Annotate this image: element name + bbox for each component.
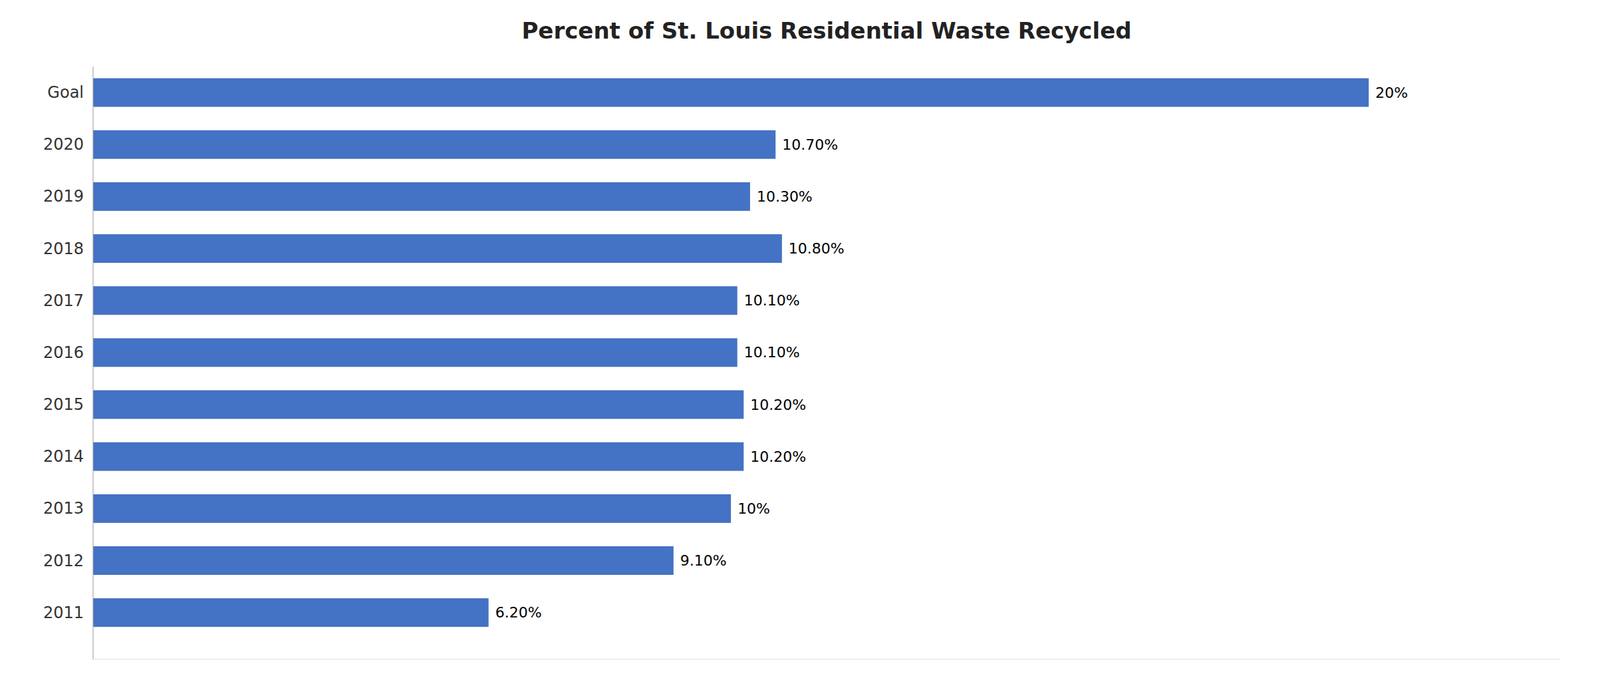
bar bbox=[93, 597, 489, 627]
bar bbox=[93, 285, 738, 315]
data-label: 10.70% bbox=[782, 136, 838, 153]
bar bbox=[93, 442, 744, 471]
data-label: 10.30% bbox=[756, 188, 813, 205]
y-tick-label: Goal bbox=[47, 83, 84, 102]
y-tick-label: 2014 bbox=[43, 446, 84, 466]
bar bbox=[93, 182, 751, 211]
chart-container: Percent of St. Louis Residential Waste R… bbox=[0, 0, 1600, 686]
bar bbox=[93, 494, 731, 523]
y-axis-line bbox=[93, 66, 94, 660]
y-tick-label: 2013 bbox=[43, 498, 84, 518]
y-tick-label: 2019 bbox=[43, 186, 84, 206]
data-label: 10.20% bbox=[750, 448, 806, 465]
y-tick-label: 2011 bbox=[43, 603, 84, 622]
data-label: 6.20% bbox=[495, 603, 542, 621]
chart: Percent of St. Louis Residential Waste R… bbox=[0, 0, 1600, 686]
bar bbox=[93, 234, 783, 263]
y-tick-label: 2015 bbox=[43, 395, 84, 414]
bar bbox=[93, 390, 744, 419]
data-label: 10.80% bbox=[788, 240, 845, 257]
bars bbox=[93, 78, 1369, 628]
data-label: 10.10% bbox=[744, 291, 800, 309]
y-tick-label: 2018 bbox=[43, 239, 84, 259]
y-tick-label: 2012 bbox=[43, 551, 84, 570]
x-axis-line bbox=[93, 659, 1561, 660]
y-tick-label: 2016 bbox=[43, 343, 84, 362]
bar bbox=[93, 545, 674, 575]
data-label: 9.10% bbox=[680, 551, 727, 569]
bar bbox=[93, 337, 738, 367]
data-label: 20% bbox=[1375, 84, 1408, 102]
bar bbox=[93, 78, 1369, 108]
data-label: 10.20% bbox=[750, 396, 806, 413]
data-label: 10% bbox=[737, 500, 771, 517]
title: Percent of St. Louis Residential Waste R… bbox=[521, 17, 1132, 44]
y-tick-label: 2017 bbox=[43, 291, 84, 310]
data-label: 10.10% bbox=[744, 343, 800, 361]
bar bbox=[93, 130, 776, 159]
y-tick-label: 2020 bbox=[43, 134, 84, 154]
